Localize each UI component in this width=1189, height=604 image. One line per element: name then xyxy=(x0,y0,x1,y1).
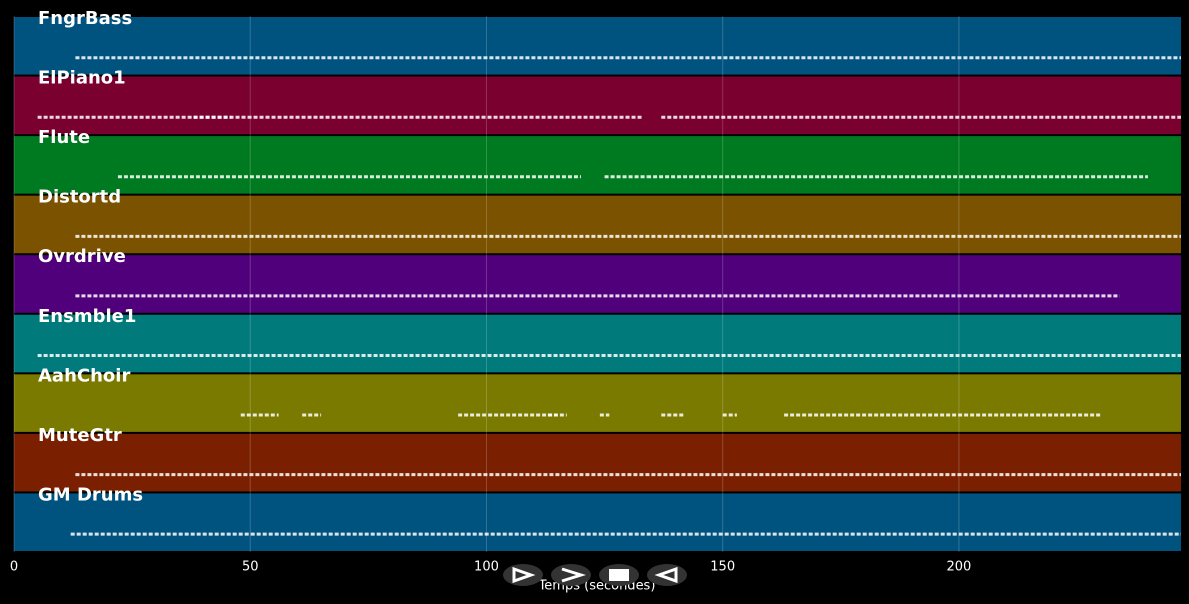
fast-forward-button[interactable] xyxy=(551,564,591,586)
track-label: Flute xyxy=(38,127,90,148)
track-label: FngrBass xyxy=(38,8,132,29)
track-label: Ovrdrive xyxy=(38,246,126,267)
track-label: GM Drums xyxy=(38,484,143,505)
track-band xyxy=(14,255,1181,313)
x-tick-label: 0 xyxy=(10,560,18,575)
track-band xyxy=(14,17,1181,75)
track-label: MuteGtr xyxy=(38,425,122,446)
track-band xyxy=(14,136,1181,194)
grid xyxy=(13,16,960,552)
controls xyxy=(503,564,687,586)
track-label: AahChoir xyxy=(38,365,130,386)
track-band xyxy=(14,374,1181,432)
track-label: ElPiano1 xyxy=(38,68,126,89)
track-band xyxy=(14,195,1181,254)
track-band xyxy=(14,433,1181,492)
labels: FngrBass ElPiano1 Flute Distortd Ovrdrive Ens… xyxy=(10,8,971,575)
stop-button[interactable] xyxy=(599,564,639,586)
track-band xyxy=(14,493,1181,551)
x-tick-label: 100 xyxy=(474,560,499,575)
x-tick-label: 50 xyxy=(242,560,259,575)
play-button[interactable] xyxy=(503,564,543,586)
track-label: Ensmble1 xyxy=(38,306,136,327)
track-band xyxy=(14,76,1181,135)
track-label: Distortd xyxy=(38,187,121,208)
rewind-button[interactable] xyxy=(647,564,687,586)
x-tick-label: 150 xyxy=(710,560,735,575)
x-tick-label: 200 xyxy=(947,560,972,575)
track-band xyxy=(14,314,1181,373)
tracks xyxy=(14,17,1181,551)
notes xyxy=(37,56,1181,536)
